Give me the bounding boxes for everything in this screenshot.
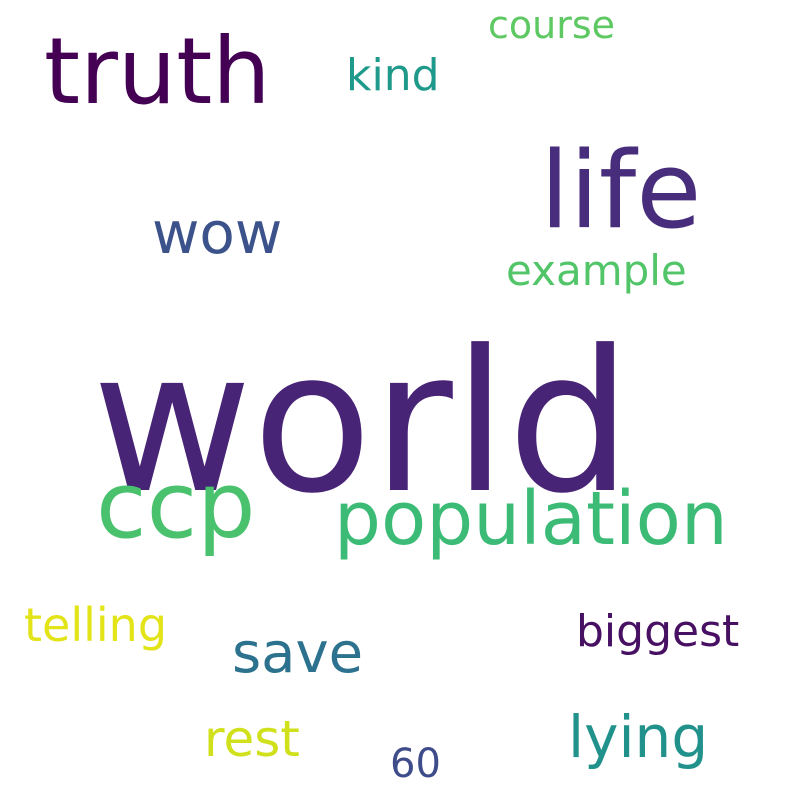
word-population: population [334,476,728,562]
word-kind: kind [346,50,440,101]
word-wow: wow [152,199,283,267]
word-world: world [92,309,632,537]
word-lying: lying [568,703,709,771]
word-60: 60 [390,741,441,787]
word-course: course [488,3,616,47]
word-ccp: ccp [96,452,256,559]
word-rest: rest [204,710,300,768]
word-telling: telling [24,598,168,652]
word-truth: truth [44,18,271,125]
word-biggest: biggest [576,606,740,657]
word-save: save [232,621,364,686]
word-example: example [506,246,687,295]
word-life: life [540,129,702,252]
